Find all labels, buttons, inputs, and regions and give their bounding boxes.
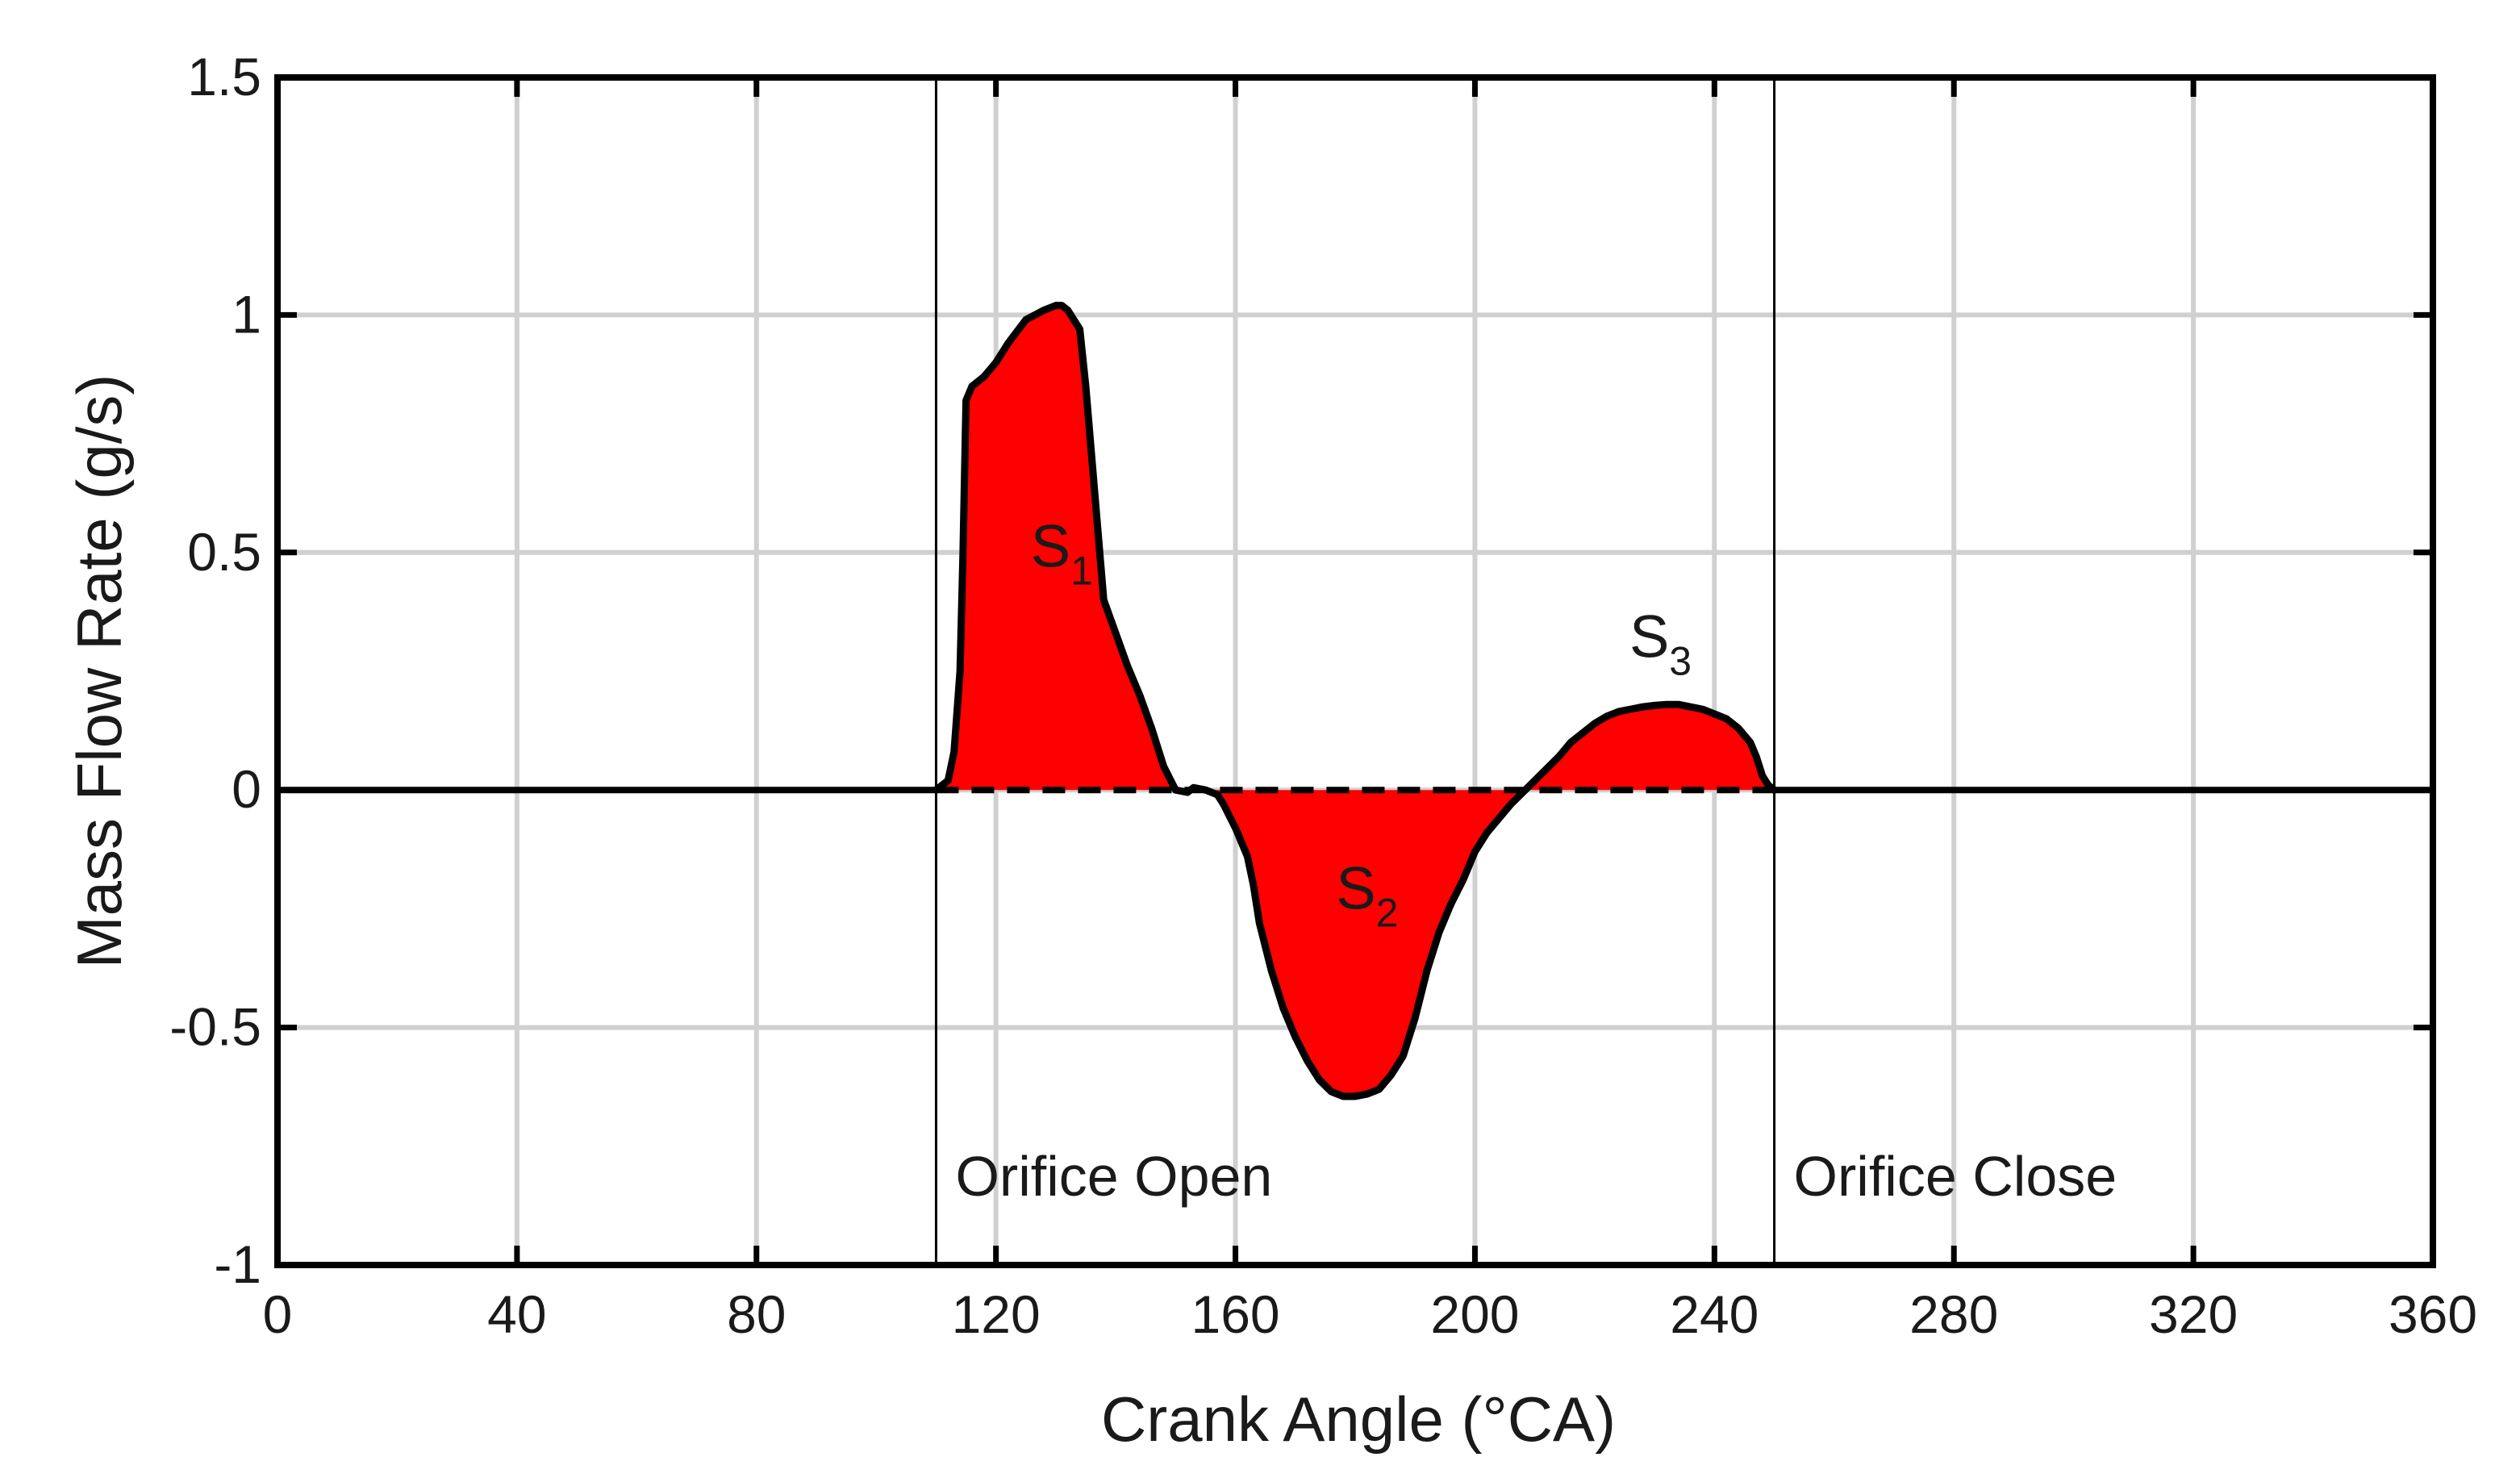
x-tick-label: 360: [2389, 1284, 2477, 1344]
x-tick-label: 200: [1430, 1284, 1519, 1344]
region-label-s2: S2: [1336, 854, 1398, 935]
x-tick-labels: 0 40 80 120 160 200 240 280 320 360: [263, 1284, 2477, 1344]
x-tick-label: 280: [1909, 1284, 1998, 1344]
tick-marks: [274, 74, 2436, 1268]
x-tick-label: 240: [1670, 1284, 1759, 1344]
x-tick-label: 160: [1191, 1284, 1279, 1344]
x-tick-label: 120: [952, 1284, 1041, 1344]
x-tick-label: 0: [263, 1284, 293, 1344]
marker-label: Orifice Open: [955, 1145, 1272, 1208]
region-label-subscript: 2: [1376, 890, 1399, 935]
y-tick-label: 0.5: [187, 522, 261, 582]
region-label-s1: S1: [1031, 512, 1093, 593]
x-axis-label: Crank Angle (°CA): [1101, 1384, 1616, 1455]
y-tick-label: -1: [214, 1234, 261, 1294]
y-tick-label: 0: [232, 759, 261, 819]
y-tick-label: 1.5: [187, 47, 261, 106]
y-axis-label: Mass Flow Rate (g/s): [64, 374, 135, 969]
region-label-main: S: [1336, 854, 1375, 921]
orifice-markers: Orifice Open Orifice Close: [934, 77, 2117, 1265]
region-label-subscript: 1: [1070, 548, 1093, 593]
y-tick-label: 1: [232, 284, 261, 344]
filled-regions: [277, 305, 2433, 1096]
y-tick-labels: -1 -0.5 0 0.5 1 1.5: [169, 47, 261, 1294]
y-tick-label: -0.5: [169, 997, 261, 1057]
plot-frame: [274, 74, 2436, 1268]
region-label-subscript: 3: [1669, 638, 1692, 683]
marker-label: Orifice Close: [1794, 1145, 2117, 1208]
series-line: [932, 302, 1779, 1100]
region-label-main: S: [1629, 603, 1669, 670]
x-tick-label: 320: [2149, 1284, 2238, 1344]
series-line-layer: [932, 302, 1779, 1100]
area-fill: [277, 305, 2433, 1096]
x-tick-label: 40: [487, 1284, 546, 1344]
region-label-main: S: [1031, 512, 1070, 579]
region-label-s3: S3: [1629, 603, 1692, 683]
x-tick-label: 80: [727, 1284, 786, 1344]
